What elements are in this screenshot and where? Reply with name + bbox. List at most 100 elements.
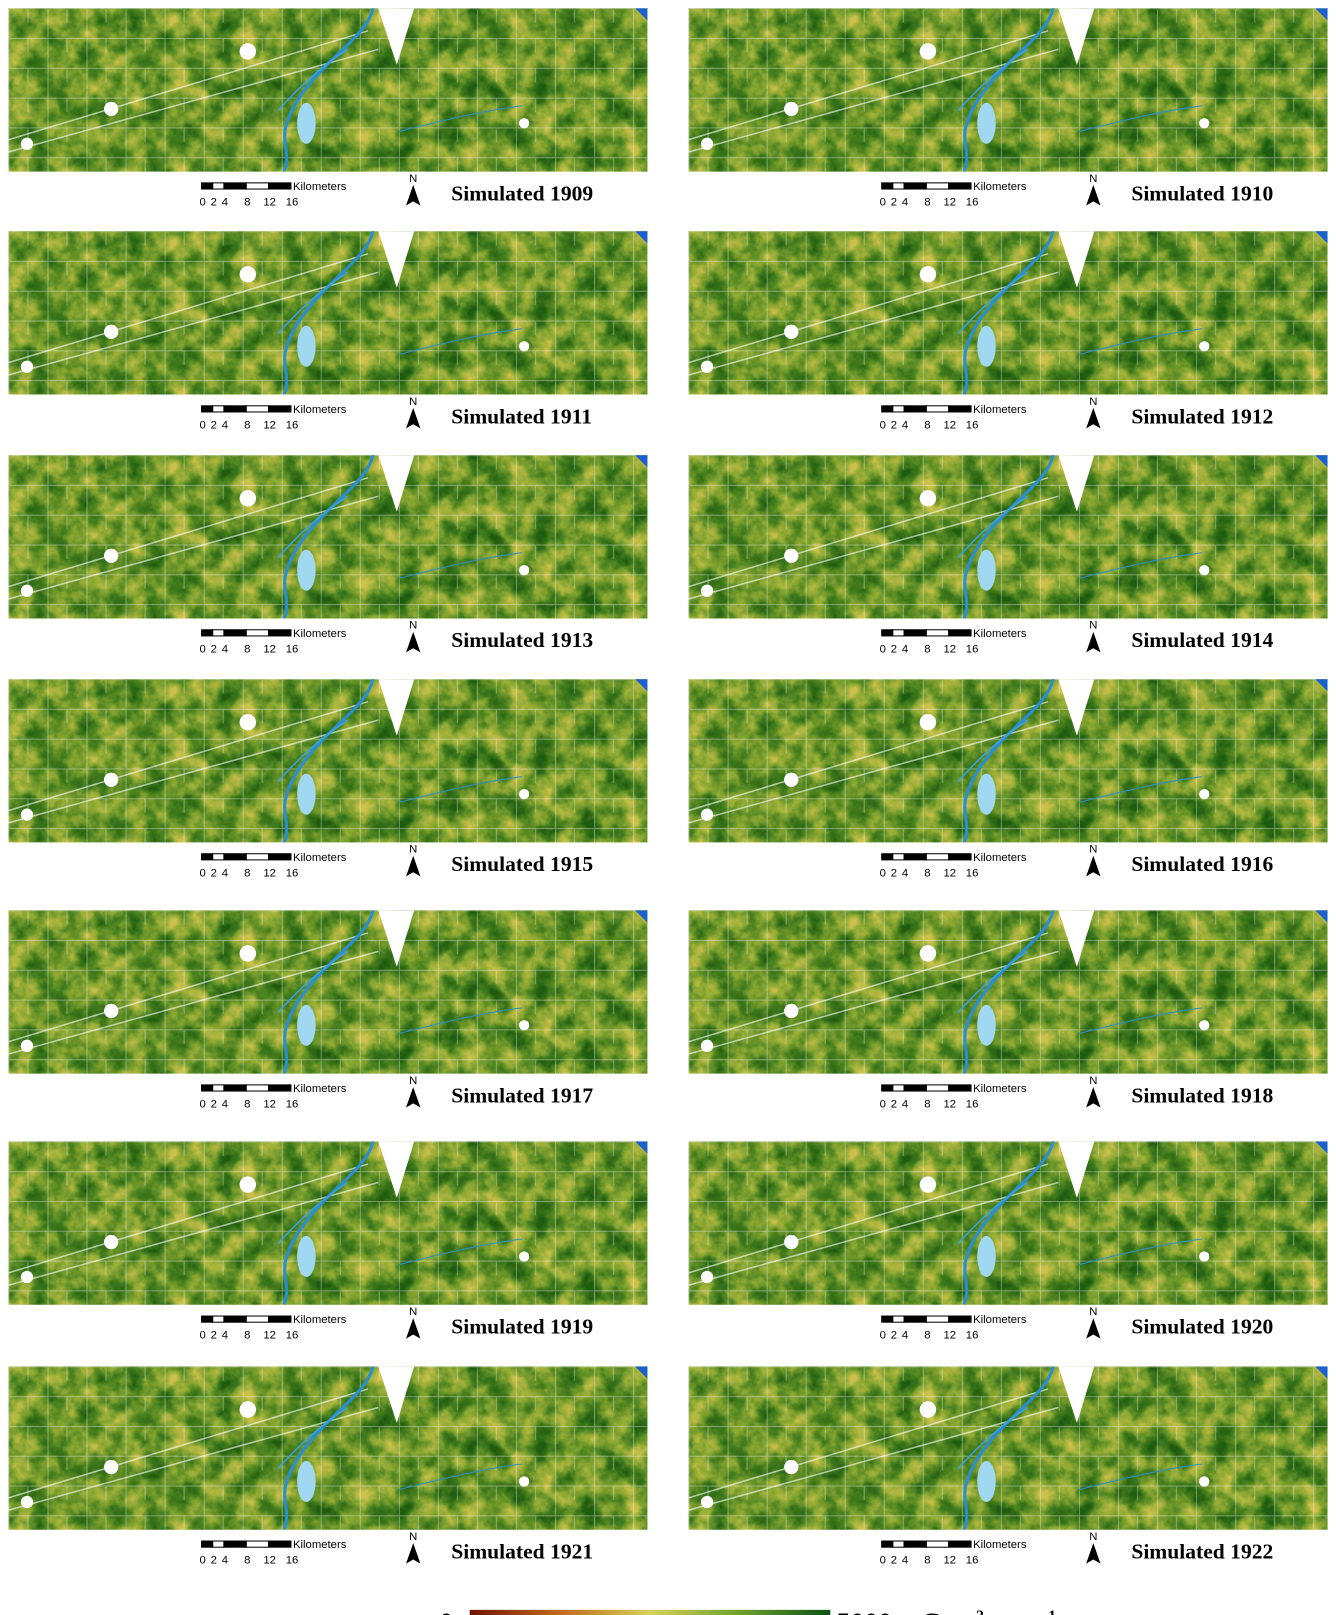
scale-label: 2 [211, 643, 217, 655]
scale-segment [926, 406, 948, 412]
scale-label: 2 [891, 1555, 897, 1567]
scale-label: 12 [943, 643, 956, 655]
scale-segment [213, 1541, 224, 1547]
panel-title: Simulated 1920 [1131, 1315, 1273, 1339]
scale-label: 16 [286, 1330, 299, 1342]
scale-label: 16 [966, 1098, 979, 1110]
scale-segment [246, 1316, 268, 1322]
scale-unit: Kilometers [973, 1314, 1027, 1326]
scale-label: 16 [286, 1098, 299, 1110]
scale-segment [882, 630, 893, 636]
scale-segment [893, 1316, 904, 1322]
scale-segment [882, 1316, 893, 1322]
scale-label: 2 [211, 867, 217, 879]
panel-title: Simulated 1909 [451, 181, 593, 205]
scale-segment [949, 1541, 971, 1547]
map-image [8, 231, 647, 394]
scale-label: 12 [943, 419, 956, 431]
scale-segment [926, 630, 948, 636]
scale-segment [882, 183, 893, 189]
map-image [689, 910, 1328, 1073]
north-arrow [406, 185, 420, 206]
scale-segment [202, 630, 213, 636]
scale-segment [269, 630, 291, 636]
scale-segment [213, 1085, 224, 1091]
scale-label: 16 [966, 419, 979, 431]
scale-segment [882, 406, 893, 412]
map-image [8, 1366, 647, 1529]
scale-label: 12 [943, 867, 956, 879]
north-label: N [1089, 620, 1097, 632]
scale-label: 12 [943, 196, 956, 208]
map-image [689, 231, 1328, 394]
scale-label: 4 [902, 1098, 908, 1110]
scale-unit: Kilometers [293, 852, 347, 864]
scale-segment [926, 1085, 948, 1091]
scale-label: 0 [880, 1555, 886, 1567]
scale-label: 4 [902, 1555, 908, 1567]
north-arrow [1086, 632, 1100, 653]
scale-segment [269, 183, 291, 189]
scale-label: 0 [199, 1330, 205, 1342]
scale-label: 16 [966, 1555, 979, 1567]
scale-label: 4 [222, 419, 228, 431]
north-arrow [1086, 1087, 1100, 1108]
scale-label: 2 [891, 419, 897, 431]
north-label: N [1089, 1075, 1097, 1087]
north-label: N [1089, 1306, 1097, 1318]
map-image [8, 910, 647, 1073]
scale-label: 2 [891, 643, 897, 655]
north-arrow [1086, 856, 1100, 877]
north-label: N [409, 173, 417, 185]
scale-segment [882, 1085, 893, 1091]
north-arrow [1086, 1318, 1100, 1339]
scale-segment [246, 406, 268, 412]
map-image [689, 8, 1328, 171]
scale-segment [904, 1541, 926, 1547]
scale-label: 8 [244, 419, 250, 431]
scale-label: 16 [966, 1330, 979, 1342]
scale-segment [269, 1541, 291, 1547]
scale-label: 2 [891, 1330, 897, 1342]
scale-label: 12 [263, 1098, 276, 1110]
scale-label: 8 [244, 196, 250, 208]
scale-label: 8 [924, 1330, 930, 1342]
scale-segment [949, 406, 971, 412]
north-label: N [1089, 844, 1097, 856]
scale-unit: Kilometers [973, 1539, 1027, 1551]
panel-title: Simulated 1921 [451, 1539, 593, 1563]
scale-segment [213, 1316, 224, 1322]
legend-unit: year [984, 1606, 1043, 1615]
scale-segment [269, 854, 291, 860]
north-arrow [1086, 1543, 1100, 1564]
scale-segment [224, 1085, 246, 1091]
scale-segment [882, 854, 893, 860]
scale-label: 4 [902, 196, 908, 208]
north-label: N [409, 844, 417, 856]
north-label: N [1089, 1531, 1097, 1543]
page: 0 5000g C m-2 year-1 02481216KilometersN… [0, 0, 1336, 1615]
north-label: N [1089, 396, 1097, 408]
scale-segment [949, 854, 971, 860]
panel-title: Simulated 1915 [451, 852, 593, 876]
north-label: N [409, 1531, 417, 1543]
north-arrow [1086, 185, 1100, 206]
scale-label: 8 [924, 1555, 930, 1567]
map-image [689, 679, 1328, 842]
scale-segment [926, 854, 948, 860]
scale-unit: Kilometers [973, 628, 1027, 640]
scale-label: 16 [966, 643, 979, 655]
scale-unit: Kilometers [293, 628, 347, 640]
panel-title: Simulated 1912 [1131, 404, 1273, 428]
scale-label: 0 [199, 867, 205, 879]
figure: 0 5000g C m-2 year-1 02481216KilometersN… [0, 0, 1336, 1615]
map-image [8, 679, 647, 842]
scale-segment [224, 406, 246, 412]
scale-label: 2 [211, 1555, 217, 1567]
scale-label: 2 [211, 1330, 217, 1342]
scale-label: 16 [286, 867, 299, 879]
